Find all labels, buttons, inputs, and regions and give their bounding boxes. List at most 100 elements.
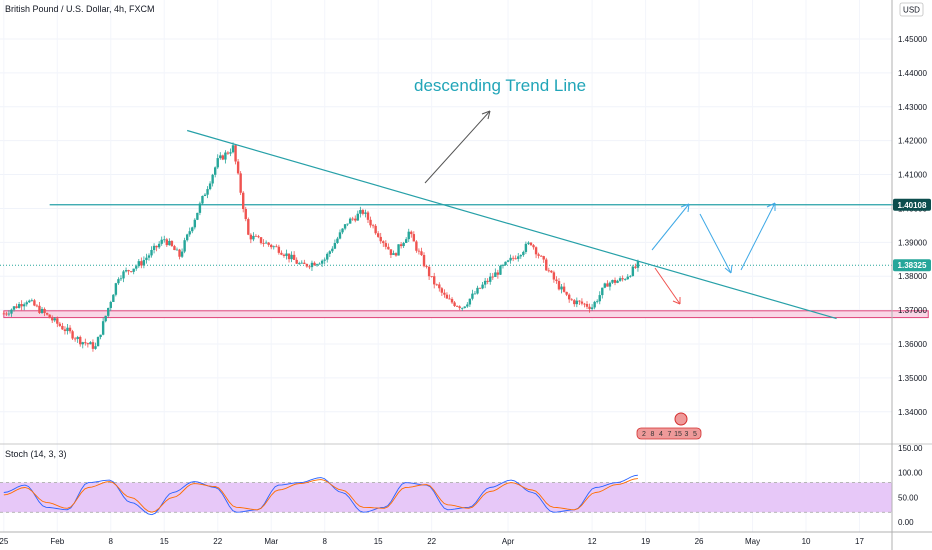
candle-body <box>206 189 209 195</box>
candle-body <box>270 244 273 248</box>
candle-body <box>318 263 321 265</box>
candle-body <box>397 244 400 256</box>
candle-body <box>191 227 194 232</box>
breakout-projection-head <box>766 202 776 211</box>
price-axis[interactable]: 1.34000 1.35000 1.36000 1.37000 1.38000 1.390… <box>898 35 927 417</box>
candle-body <box>173 246 176 251</box>
event-marker-label: 3 <box>685 431 689 438</box>
candle-body <box>40 308 44 313</box>
candle-body <box>76 336 79 339</box>
event-marker-icon[interactable] <box>674 412 688 426</box>
candle-body <box>310 262 314 268</box>
candle-body <box>455 305 459 307</box>
annotation-arrow-head <box>481 110 491 120</box>
last-price-badge: 1.38325 <box>893 259 931 272</box>
candle-body <box>122 271 125 279</box>
candle-body <box>394 253 398 256</box>
candle-body <box>341 228 344 233</box>
candle-body <box>175 249 179 251</box>
candle-body <box>5 313 8 315</box>
price-tick-label: 1.39000 <box>898 238 927 247</box>
price-grid <box>0 0 892 532</box>
candle-body <box>420 251 423 256</box>
candle-body <box>114 283 118 295</box>
time-tick-label: 15 <box>374 537 383 546</box>
candle-body <box>598 295 601 302</box>
candle-body <box>249 234 253 240</box>
candle-body <box>595 301 599 303</box>
currency-button[interactable] <box>899 2 924 17</box>
candle-body <box>71 331 74 339</box>
time-tick-label: 19 <box>641 537 650 546</box>
bearish-projection-arrow-head <box>672 297 681 305</box>
annotation-text: descending Trend Line <box>414 76 586 95</box>
candle-body <box>618 278 622 281</box>
candle-body <box>466 304 469 307</box>
candle-body <box>389 249 393 255</box>
candle-body <box>213 167 217 175</box>
price-tick-label: 1.36000 <box>898 340 927 349</box>
time-tick-label: May <box>745 537 760 546</box>
candle-body <box>234 145 237 162</box>
event-marker-label: 8 <box>651 431 655 438</box>
candle-body <box>550 270 553 273</box>
candle-body <box>450 298 454 303</box>
candle-body <box>244 208 247 220</box>
candle-body <box>101 321 105 335</box>
candle-body <box>471 293 474 299</box>
descending-trend-line[interactable] <box>187 129 837 320</box>
stoch-axis[interactable]: 0.00 50.00 100.00 150.00 <box>898 444 923 527</box>
candle-body <box>313 262 316 266</box>
svg-text:1.38325: 1.38325 <box>898 261 927 270</box>
stoch-tick-label: 0.00 <box>898 518 914 527</box>
candle-body <box>196 212 199 220</box>
candle-body <box>473 293 477 295</box>
stoch-d-line <box>3 478 638 513</box>
candle-body <box>611 279 614 283</box>
projection-drawings[interactable] <box>424 110 776 305</box>
event-markers[interactable]: 2 8 4 7 15 3 5 <box>636 412 702 440</box>
candle-body <box>417 250 421 252</box>
candle-body <box>30 300 34 302</box>
time-tick-label: 10 <box>802 537 811 546</box>
candle-body <box>107 307 110 316</box>
candle-body <box>79 336 82 345</box>
candle-body <box>366 212 370 220</box>
support-zone-rect <box>3 310 929 319</box>
candle-body <box>348 218 352 224</box>
candle-body <box>73 338 77 340</box>
breakout-projection-path <box>740 202 776 271</box>
candle-body <box>295 259 298 264</box>
candle-body <box>422 255 426 267</box>
event-marker-strip[interactable] <box>636 427 702 440</box>
candle-body <box>262 243 265 244</box>
candle-body <box>224 152 227 160</box>
support-zone[interactable] <box>3 310 929 319</box>
time-axis[interactable]: 25 Feb 8 15 22 Mar 8 15 22 Apr 12 19 26 May 10 17 <box>0 537 864 546</box>
candle-body <box>468 298 472 305</box>
candle-body <box>445 294 449 299</box>
candle-body <box>254 235 258 237</box>
candle-body <box>519 255 522 257</box>
candle-body <box>323 259 326 261</box>
candle-body <box>328 251 331 254</box>
candle-body <box>562 286 566 292</box>
candle-body <box>183 240 186 252</box>
time-tick-label: 22 <box>427 537 436 546</box>
candle-body <box>216 158 219 168</box>
candle-body <box>624 279 627 280</box>
candle-body <box>326 253 329 260</box>
candle-body <box>305 263 309 267</box>
candle-body <box>443 292 446 295</box>
time-tick-label: 12 <box>588 537 597 546</box>
stoch-lines <box>3 474 638 516</box>
candle-body <box>264 242 268 244</box>
price-tick-label: 1.43000 <box>898 103 927 112</box>
candle-body <box>504 261 507 266</box>
candle-body <box>506 260 510 262</box>
candle-body <box>427 266 431 277</box>
candle-body <box>33 300 36 306</box>
candle-body <box>588 306 591 309</box>
price-tick-label: 1.37000 <box>898 306 927 315</box>
